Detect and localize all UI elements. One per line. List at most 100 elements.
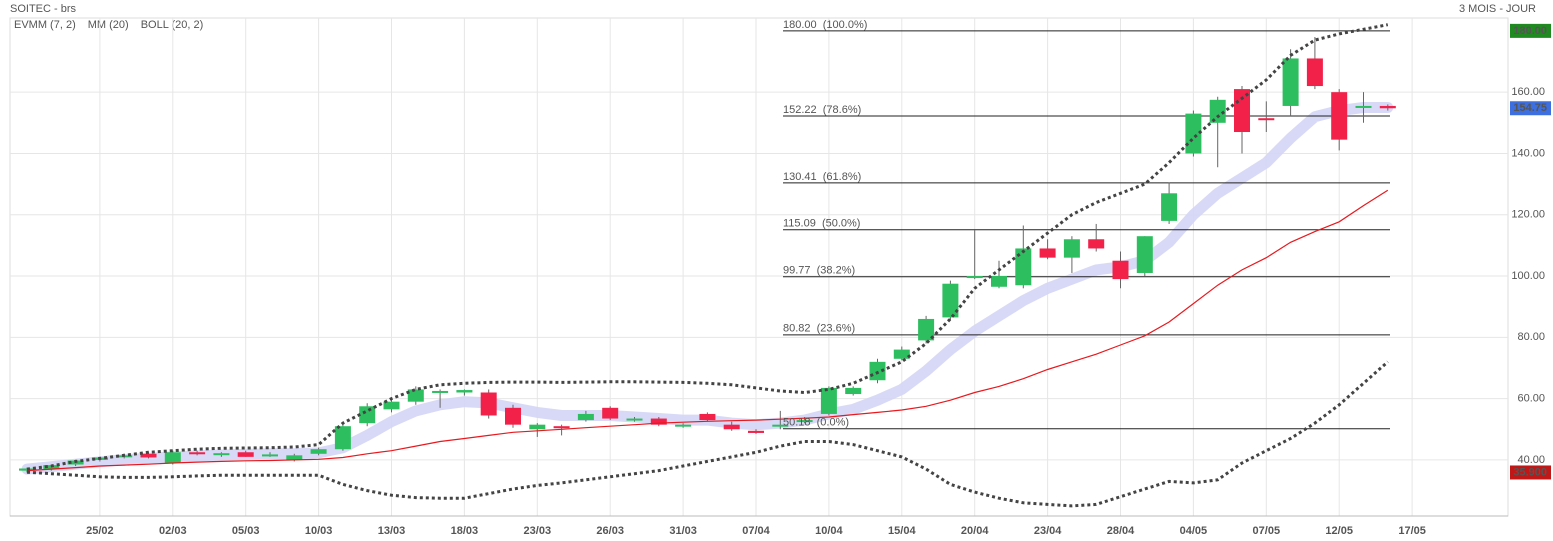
candle-body bbox=[1161, 193, 1178, 221]
candle-body bbox=[1282, 58, 1299, 106]
candle-body bbox=[164, 452, 181, 463]
candle-body bbox=[529, 424, 546, 430]
candle-body bbox=[359, 406, 376, 424]
x-tick-label: 12/05 bbox=[1325, 525, 1353, 537]
fibonacci-label: 152.22 (78.6%) bbox=[783, 104, 861, 116]
x-tick-label: 28/04 bbox=[1107, 525, 1135, 537]
y-tick-label: 60.00 bbox=[1517, 393, 1545, 405]
y-tick-label: 140.00 bbox=[1511, 147, 1545, 159]
x-tick-label: 26/03 bbox=[596, 525, 624, 537]
candle-body bbox=[1209, 99, 1226, 123]
fibonacci-label: 50.18 (0.0%) bbox=[783, 417, 849, 429]
candle-body bbox=[1331, 92, 1348, 140]
legend-entry: MM (20) bbox=[88, 19, 129, 31]
bollinger-lower bbox=[26, 360, 1389, 508]
candle-body bbox=[626, 418, 643, 421]
x-tick-label: 17/05 bbox=[1398, 525, 1426, 537]
fibonacci-label: 80.82 (23.6%) bbox=[783, 323, 855, 335]
candle-body bbox=[310, 449, 327, 454]
candle-body bbox=[796, 420, 813, 423]
candle-body bbox=[189, 452, 206, 455]
y-tick-label: 120.00 bbox=[1511, 209, 1545, 221]
candle-body bbox=[820, 387, 837, 414]
candle-body bbox=[723, 424, 740, 430]
candle-body bbox=[577, 413, 594, 421]
candle-body bbox=[1015, 248, 1032, 286]
x-tick-label: 05/03 bbox=[232, 525, 260, 537]
candle-body bbox=[407, 389, 424, 402]
candle-body bbox=[1258, 118, 1275, 121]
candle-body bbox=[480, 392, 497, 416]
candle-body bbox=[1088, 239, 1105, 249]
candle-body bbox=[699, 413, 716, 421]
x-tick-label: 02/03 bbox=[159, 525, 187, 537]
candle-body bbox=[1234, 89, 1250, 133]
bollinger-upper bbox=[26, 23, 1389, 471]
candle-body bbox=[1136, 236, 1153, 273]
candle-body bbox=[991, 276, 1007, 287]
x-tick-label: 18/03 bbox=[451, 525, 479, 537]
legend-entry: BOLL (20, 2) bbox=[141, 19, 204, 31]
price-marker bbox=[1510, 101, 1551, 116]
candle-body bbox=[553, 426, 570, 429]
x-tick-label: 23/03 bbox=[524, 525, 552, 537]
candle-body bbox=[650, 418, 667, 425]
fibonacci-label: 180.00 (100.0%) bbox=[783, 19, 867, 31]
x-tick-label: 04/05 bbox=[1180, 525, 1208, 537]
candle-body bbox=[213, 453, 230, 456]
candle-body bbox=[966, 276, 983, 279]
x-tick-label: 07/04 bbox=[742, 525, 770, 537]
candle-body bbox=[1306, 58, 1323, 87]
price-marker bbox=[1510, 465, 1551, 480]
candle-body bbox=[456, 390, 473, 393]
period: 3 MOIS - JOUR bbox=[1459, 3, 1536, 15]
candle-body bbox=[748, 430, 764, 433]
y-tick-label: 40.00 bbox=[1517, 454, 1545, 466]
candle-body bbox=[237, 452, 254, 457]
y-tick-label: 80.00 bbox=[1517, 331, 1545, 343]
legend: EVMM (7, 2) MM (20) BOLL (20, 2) bbox=[14, 19, 203, 31]
candle-body bbox=[383, 401, 400, 410]
chart-title: SOITEC - brs bbox=[10, 3, 77, 15]
price-marker-label: 35.900 bbox=[1513, 466, 1547, 478]
candle-body bbox=[19, 468, 35, 471]
x-tick-label: 07/05 bbox=[1253, 525, 1281, 537]
x-tick-label: 20/04 bbox=[961, 525, 989, 537]
candle-body bbox=[772, 424, 789, 427]
fibonacci-label: 130.41 (61.8%) bbox=[783, 171, 861, 183]
x-tick-label: 13/03 bbox=[378, 525, 406, 537]
price-marker-label: 180.00 bbox=[1513, 25, 1547, 37]
x-tick-label: 10/03 bbox=[305, 525, 333, 537]
candle-body bbox=[505, 407, 521, 425]
candle-body bbox=[1112, 260, 1129, 280]
candle-body bbox=[334, 426, 351, 450]
legend-entry: EVMM (7, 2) bbox=[14, 19, 76, 31]
candle-body bbox=[1039, 248, 1056, 258]
candle-body bbox=[602, 407, 619, 419]
price-marker bbox=[1510, 23, 1551, 38]
candle-body bbox=[1063, 239, 1080, 258]
y-tick-label: 100.00 bbox=[1511, 270, 1545, 282]
candle-body bbox=[1185, 113, 1202, 154]
fibonacci-label: 115.09 (50.0%) bbox=[783, 218, 860, 230]
candle-body bbox=[286, 455, 303, 460]
candle-body bbox=[432, 390, 449, 393]
x-tick-label: 23/04 bbox=[1034, 525, 1062, 537]
y-tick-label: 160.00 bbox=[1511, 86, 1545, 98]
candle-body bbox=[918, 318, 935, 341]
candle-body bbox=[140, 453, 157, 458]
candle-body bbox=[262, 454, 278, 457]
fibonacci-label: 99.77 (38.2%) bbox=[783, 265, 855, 277]
x-tick-label: 25/02 bbox=[86, 525, 114, 537]
x-tick-label: 31/03 bbox=[669, 525, 697, 537]
candle-body bbox=[942, 283, 959, 318]
candle-body bbox=[893, 349, 910, 359]
candle-body bbox=[845, 387, 862, 395]
x-tick-label: 10/04 bbox=[815, 525, 843, 537]
price-marker-label: 154.75 bbox=[1513, 102, 1547, 114]
candle-body bbox=[1379, 105, 1396, 109]
candle-body bbox=[1355, 105, 1372, 108]
candle-body bbox=[675, 424, 692, 427]
x-tick-label: 15/04 bbox=[888, 525, 916, 537]
